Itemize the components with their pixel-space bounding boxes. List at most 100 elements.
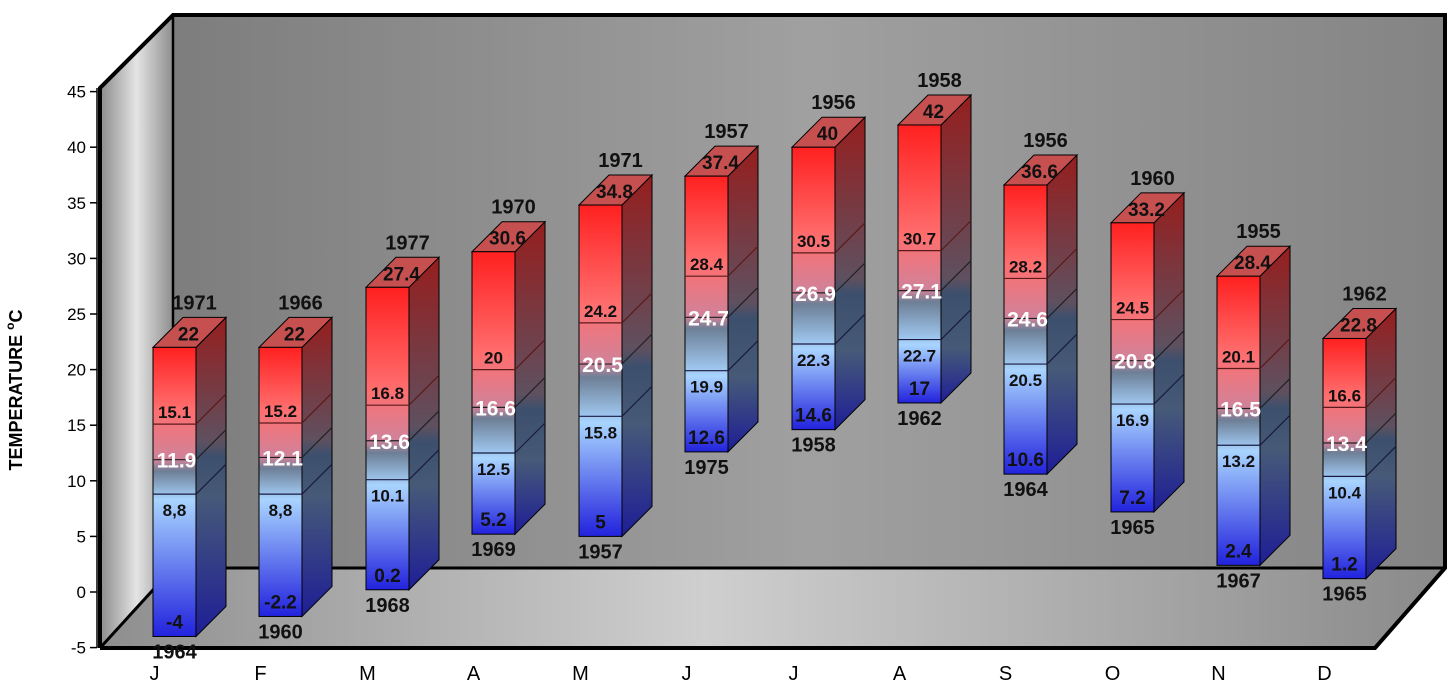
mean-value-label-9: 20.8 — [1114, 351, 1155, 374]
min-year-label-11: 1965 — [1322, 584, 1367, 606]
wall-outline — [98, 13, 1447, 650]
x-category-label-8: S — [999, 663, 1012, 685]
band-side-line-6-2 — [834, 222, 866, 254]
band-side-line-8-2 — [1046, 247, 1078, 279]
bar-side-11 — [1365, 307, 1397, 580]
max-value-label-11: 22.8 — [1340, 315, 1377, 336]
x-category-label-6: J — [789, 663, 799, 685]
bar-front-9 — [1110, 222, 1155, 513]
y-tick-label-10: 45 — [67, 83, 86, 102]
max-year-label-7: 1958 — [917, 70, 962, 92]
max-value-label-5: 37.4 — [702, 153, 739, 174]
bar-side-5 — [727, 144, 759, 454]
p1-value-label-8: 20.5 — [1009, 371, 1042, 390]
band-side-line-5-1 — [727, 286, 759, 318]
bar-side-3 — [514, 220, 546, 536]
x-category-label-5: J — [682, 663, 692, 685]
band-side-line-8-1 — [1046, 288, 1078, 319]
min-value-label-2: 0.2 — [374, 566, 400, 587]
min-value-label-4: 5 — [595, 512, 606, 533]
mean-value-label-6: 26.9 — [795, 283, 836, 306]
bar-9 — [1109, 191, 1186, 514]
mean-value-label-10: 16.5 — [1220, 399, 1261, 422]
max-year-label-1: 1966 — [278, 292, 323, 314]
bar-front-7 — [897, 124, 942, 404]
mean-value-label-8: 24.6 — [1007, 308, 1048, 331]
mean-value-label-0: 11.9 — [157, 450, 197, 473]
y-tick-label-5: 20 — [67, 361, 86, 380]
bar-front-11 — [1322, 337, 1367, 580]
bar-side-1 — [301, 316, 333, 618]
labels-layer: 22 1971 15.1 11.9 8,8 -4 1964 22 1966 15.2 12.1 8,8… — [152, 70, 1387, 664]
band-side-line-0-1 — [195, 429, 227, 461]
bar-front-10 — [1216, 275, 1261, 566]
y-tick-label-9: 40 — [67, 138, 86, 157]
bar-front-1 — [258, 346, 303, 617]
band-side-line-10-1 — [1259, 378, 1291, 409]
y-tick-label-7: 30 — [67, 249, 86, 268]
bar-front-8 — [1003, 184, 1048, 475]
p1-value-label-9: 16.9 — [1116, 411, 1149, 430]
bar-5 — [683, 144, 760, 454]
p1-value-label-0: 8,8 — [163, 501, 187, 520]
min-year-label-2: 1968 — [365, 595, 410, 617]
min-value-label-9: 7.2 — [1119, 488, 1145, 509]
band-side-line-6-0 — [834, 313, 866, 345]
min-year-label-4: 1957 — [578, 541, 623, 563]
y-tick-label-0: -5 — [71, 639, 86, 658]
p3-value-label-7: 30.7 — [903, 230, 936, 249]
x-category-label-2: M — [359, 663, 376, 685]
min-value-label-5: 12.6 — [688, 428, 725, 449]
bar-front-3 — [471, 251, 516, 535]
band-side-line-10-2 — [1259, 338, 1291, 369]
bar-3 — [470, 220, 547, 536]
mean-value-label-4: 20.5 — [582, 354, 623, 377]
p1-value-label-11: 10.4 — [1328, 483, 1362, 502]
mean-value-label-3: 16.6 — [475, 397, 516, 420]
mean-value-label-7: 27.1 — [901, 281, 942, 304]
min-value-label-10: 2.4 — [1225, 541, 1252, 562]
p1-value-label-7: 22.7 — [903, 347, 936, 366]
max-year-label-6: 1956 — [811, 92, 856, 114]
bar-side-7 — [940, 93, 972, 405]
min-year-label-3: 1969 — [471, 539, 516, 561]
y-tick-label-8: 35 — [67, 194, 86, 213]
floor — [100, 568, 1445, 648]
p1-value-label-6: 22.3 — [797, 351, 830, 370]
band-side-line-1-1 — [301, 427, 333, 458]
band-side-line-4-1 — [621, 333, 653, 365]
max-value-label-1: 22 — [284, 324, 305, 345]
band-side-line-2-1 — [408, 410, 440, 442]
band-side-line-5-2 — [727, 245, 759, 277]
band-side-line-11-2 — [1365, 376, 1397, 408]
x-category-label-4: M — [572, 663, 589, 685]
band-side-line-3-0 — [514, 422, 546, 454]
x-category-label-11: D — [1317, 663, 1331, 685]
band-side-line-5-0 — [727, 340, 759, 372]
bar-1 — [257, 316, 334, 618]
max-year-label-8: 1956 — [1023, 130, 1068, 152]
p3-value-label-3: 20 — [484, 349, 503, 368]
bar-side-10 — [1259, 244, 1291, 567]
p3-value-label-8: 28.2 — [1009, 257, 1042, 276]
band-side-line-9-2 — [1153, 289, 1185, 320]
p3-value-label-9: 24.5 — [1116, 299, 1149, 318]
max-value-label-8: 36.6 — [1021, 162, 1058, 183]
bar-side-0 — [195, 316, 227, 638]
max-year-label-10: 1955 — [1236, 221, 1281, 243]
min-value-label-11: 1.2 — [1331, 555, 1357, 576]
max-year-label-9: 1960 — [1130, 168, 1175, 190]
min-year-label-1: 1960 — [258, 621, 303, 643]
y-tick-label-1: 0 — [77, 583, 86, 602]
x-category-label-9: O — [1105, 663, 1121, 685]
min-value-label-6: 14.6 — [795, 406, 832, 427]
band-side-line-8-0 — [1046, 333, 1078, 365]
bars-layer — [151, 93, 1398, 638]
bar-front-4 — [578, 204, 623, 537]
band-side-line-11-0 — [1365, 445, 1397, 477]
max-year-label-0: 1971 — [172, 292, 217, 314]
bar-10 — [1215, 244, 1292, 567]
band-side-line-4-2 — [621, 292, 653, 324]
